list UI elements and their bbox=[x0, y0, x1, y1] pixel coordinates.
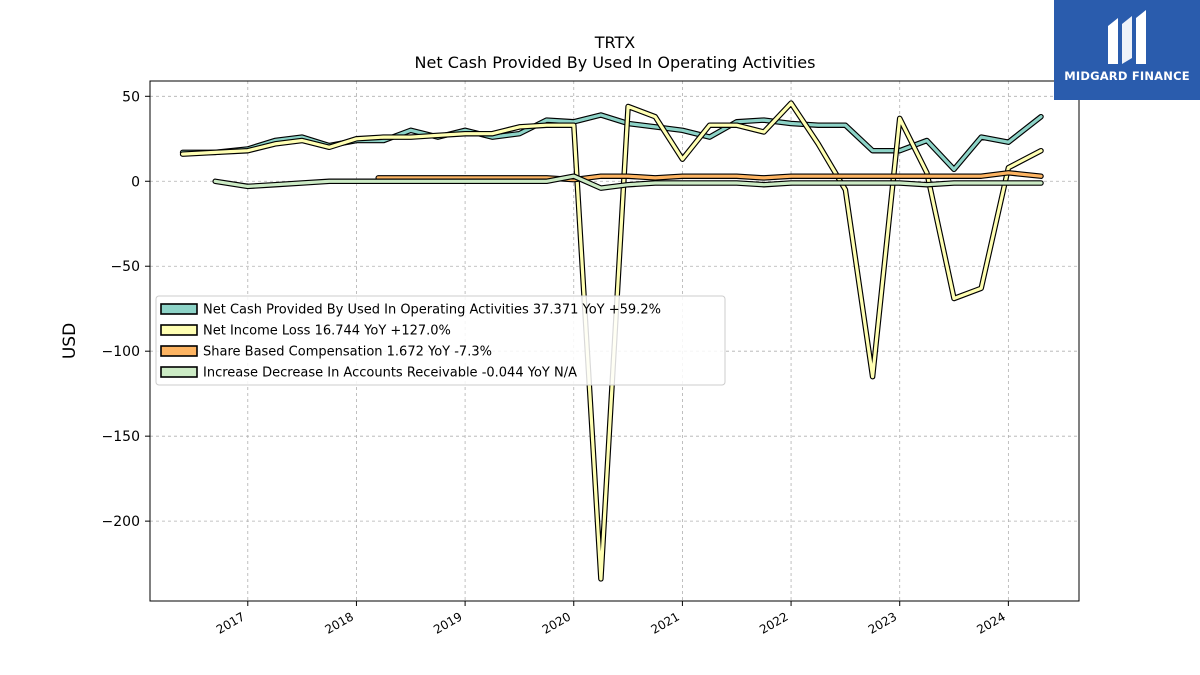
legend-swatch bbox=[160, 345, 198, 357]
chart-title: TRTX bbox=[594, 33, 636, 52]
legend-entry: Increase Decrease In Accounts Receivable… bbox=[203, 366, 577, 381]
x-tick-label: 2019 bbox=[431, 609, 464, 636]
series-layer bbox=[179, 100, 1044, 582]
legend-box bbox=[155, 295, 726, 386]
y-tick-label: 50 bbox=[122, 89, 140, 105]
y-tick-label: −150 bbox=[102, 429, 140, 445]
x-tick-label: 2020 bbox=[540, 609, 573, 636]
legend-entry: Net Cash Provided By Used In Operating A… bbox=[203, 303, 661, 318]
y-tick-label: −100 bbox=[102, 344, 140, 360]
x-tick-label: 2023 bbox=[866, 609, 899, 636]
legend: Net Cash Provided By Used In Operating A… bbox=[155, 295, 726, 386]
legend-swatch bbox=[160, 303, 198, 315]
chart-subtitle: Net Cash Provided By Used In Operating A… bbox=[415, 53, 816, 72]
x-tick-label: 2017 bbox=[214, 609, 247, 636]
x-tick-label: 2018 bbox=[322, 609, 355, 636]
x-tick-label: 2022 bbox=[757, 609, 790, 636]
brand-logo: MIDGARD FINANCE bbox=[1054, 0, 1200, 100]
series-3 bbox=[212, 173, 1044, 191]
y-tick-label: 0 bbox=[131, 174, 140, 190]
x-tick-label: 2021 bbox=[648, 609, 681, 636]
y-tick-label: −50 bbox=[110, 259, 140, 275]
series-line bbox=[213, 174, 1043, 190]
y-axis: 50 0 −50 −100 −150 −200 bbox=[102, 89, 150, 530]
x-axis: 2017 2018 2019 2020 2021 2022 2023 2024 bbox=[214, 601, 1009, 637]
legend-swatch bbox=[160, 366, 198, 378]
series-2 bbox=[375, 170, 1044, 183]
y-tick-label: −200 bbox=[102, 514, 140, 530]
x-tick-label: 2024 bbox=[974, 609, 1007, 636]
series-line bbox=[376, 171, 1043, 182]
legend-swatch bbox=[160, 324, 198, 336]
brand-name: MIDGARD FINANCE bbox=[1064, 69, 1190, 83]
plot-frame bbox=[149, 80, 1080, 602]
legend-entry: Net Income Loss 16.744 YoY +127.0% bbox=[203, 324, 451, 339]
legend-entry: Share Based Compensation 1.672 YoY -7.3% bbox=[203, 345, 492, 360]
y-axis-label: USD bbox=[60, 323, 80, 359]
midgard-logo-icon bbox=[1108, 10, 1146, 64]
